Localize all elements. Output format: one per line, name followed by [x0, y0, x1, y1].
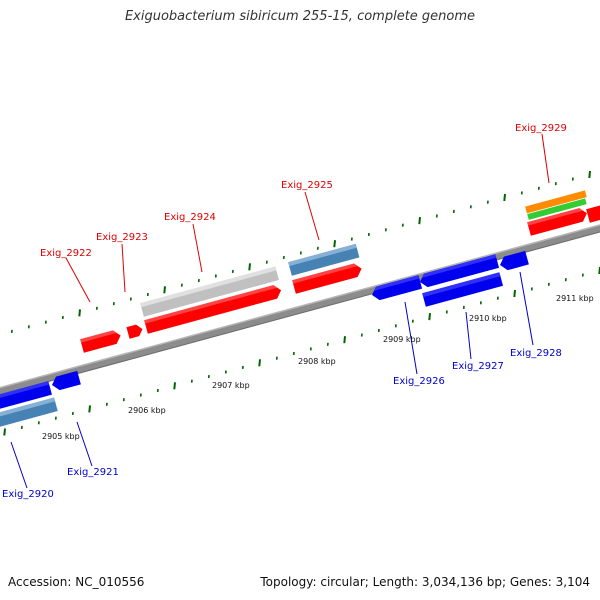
gene-exig-2920-rna-bar[interactable] [0, 397, 58, 427]
outer-tick-major [588, 170, 591, 179]
gene-exig-2929-green-bar[interactable] [527, 198, 587, 220]
kbp-label-2910: 2910 kbp [469, 314, 507, 323]
gene-exig-2926-arrow[interactable] [370, 275, 423, 302]
inner-tick-major [173, 382, 176, 390]
outer-tick-major [503, 193, 506, 202]
inner-tick-major [343, 336, 346, 344]
kbp-label-2908: 2908 kbp [298, 357, 336, 366]
label-exig-2928[interactable]: Exig_2928 [510, 348, 562, 359]
gene-exig-2923-arrow[interactable] [126, 323, 144, 339]
inner-tick-major [3, 428, 6, 436]
outer-tick-track [10, 170, 591, 333]
gene-exig-2929-orange-bar[interactable] [525, 190, 587, 214]
kbp-labels: 2905 kbp 2906 kbp 2907 kbp 2908 kbp 2909… [42, 294, 594, 441]
reverse-strand-features [0, 250, 529, 427]
inner-tick-major [258, 359, 261, 367]
gene-labels: Exig_2922 Exig_2923 Exig_2924 Exig_2925 … [2, 123, 567, 500]
inner-tick-major [88, 405, 91, 413]
label-exig-2924[interactable]: Exig_2924 [164, 212, 216, 223]
outer-tick-major [163, 286, 166, 294]
gene-exig-2925-arrow[interactable] [292, 262, 363, 294]
topology-text: Topology: circular; Length: 3,034,136 bp… [260, 575, 590, 589]
outer-tick-major [248, 263, 251, 271]
gene-exig-2928-arrow[interactable] [498, 250, 529, 272]
kbp-label-2905: 2905 kbp [42, 432, 80, 441]
label-exig-2921[interactable]: Exig_2921 [67, 467, 119, 478]
forward-strand-features [80, 190, 600, 353]
outer-tick-major [78, 309, 81, 317]
inner-tick-track [3, 266, 600, 436]
kbp-label-2909: 2909 kbp [383, 335, 421, 344]
label-exig-2923[interactable]: Exig_2923 [96, 232, 148, 243]
label-exig-2927[interactable]: Exig_2927 [452, 361, 504, 372]
kbp-label-2906: 2906 kbp [128, 406, 166, 415]
gene-exig-2925-rna-bar[interactable] [288, 243, 360, 276]
gene-next-forward-arrow[interactable] [586, 204, 600, 223]
outer-tick-major [333, 240, 336, 248]
label-exig-2926[interactable]: Exig_2926 [393, 376, 445, 387]
genome-title: Exiguobacterium sibiricum 255-15, comple… [124, 9, 476, 24]
accession-text: Accession: NC_010556 [8, 575, 145, 589]
gene-exig-2929-arrow[interactable] [527, 207, 589, 236]
label-exig-2920[interactable]: Exig_2920 [2, 489, 54, 500]
inner-tick-major [513, 289, 516, 298]
label-leader-lines [10, 133, 550, 489]
outer-tick-major [418, 217, 421, 225]
inner-tick-major [428, 313, 431, 321]
kbp-label-2907: 2907 kbp [212, 381, 250, 390]
gene-exig-2924-pseudogene-bar[interactable] [140, 266, 279, 317]
label-exig-2925[interactable]: Exig_2925 [281, 180, 333, 191]
gene-exig-2927b-arrow[interactable] [422, 272, 504, 307]
label-exig-2922[interactable]: Exig_2922 [40, 248, 92, 259]
gene-exig-2927-arrow[interactable] [418, 254, 500, 288]
gene-exig-2921-arrow[interactable] [50, 370, 81, 392]
gene-exig-2922-arrow[interactable] [80, 329, 122, 353]
gene-exig-2924-arrow[interactable] [144, 284, 283, 334]
gene-exig-2920-arrow[interactable] [0, 381, 52, 409]
kbp-label-2911: 2911 kbp [556, 294, 594, 303]
label-exig-2929[interactable]: Exig_2929 [515, 123, 567, 134]
